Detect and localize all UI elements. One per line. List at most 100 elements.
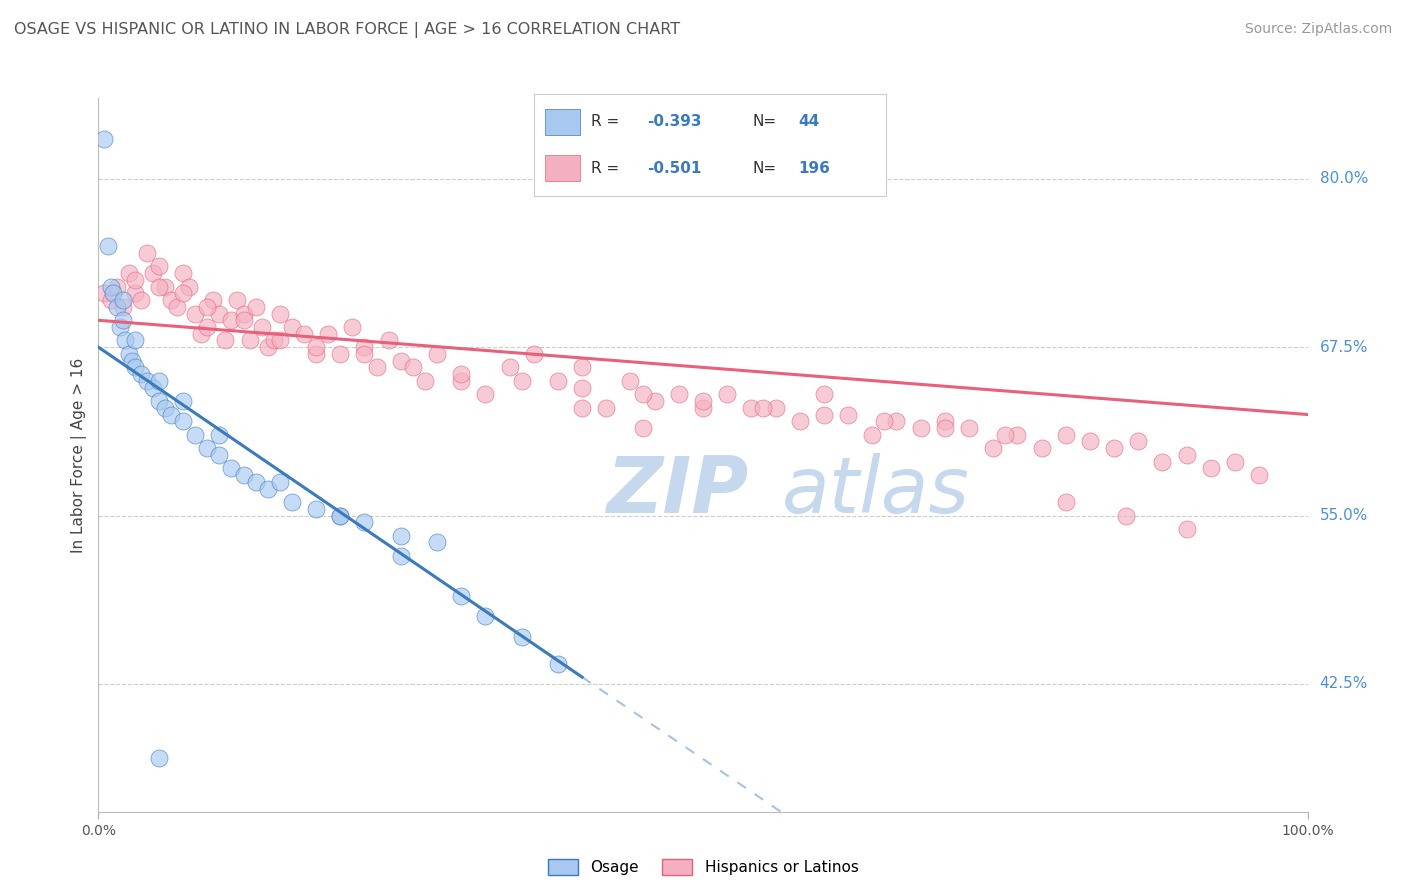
Point bbox=[329, 508, 352, 523]
Point bbox=[232, 307, 254, 321]
Point bbox=[208, 448, 231, 462]
Point bbox=[668, 387, 690, 401]
Point bbox=[547, 657, 569, 671]
Point bbox=[100, 279, 122, 293]
Point bbox=[172, 286, 194, 301]
Text: 55.0%: 55.0% bbox=[1320, 508, 1368, 523]
Point bbox=[934, 421, 956, 435]
Point bbox=[232, 468, 254, 483]
Point bbox=[108, 320, 131, 334]
Point bbox=[873, 414, 896, 428]
Point bbox=[450, 367, 472, 381]
Text: R =: R = bbox=[591, 161, 619, 176]
Point bbox=[195, 320, 218, 334]
Point bbox=[644, 394, 666, 409]
Point bbox=[129, 293, 152, 307]
Point bbox=[692, 401, 714, 415]
Point bbox=[957, 421, 980, 435]
Point bbox=[860, 427, 883, 442]
Point bbox=[1175, 448, 1198, 462]
Point bbox=[353, 347, 375, 361]
Point bbox=[160, 408, 183, 422]
Point bbox=[595, 401, 617, 415]
Point bbox=[148, 260, 170, 274]
Point bbox=[281, 495, 304, 509]
Text: OSAGE VS HISPANIC OR LATINO IN LABOR FORCE | AGE > 16 CORRELATION CHART: OSAGE VS HISPANIC OR LATINO IN LABOR FOR… bbox=[14, 22, 681, 38]
Point bbox=[837, 408, 859, 422]
Point bbox=[195, 300, 218, 314]
Point bbox=[305, 501, 328, 516]
Point bbox=[208, 427, 231, 442]
Point bbox=[148, 751, 170, 765]
Point bbox=[239, 334, 262, 348]
Point bbox=[474, 609, 496, 624]
Point bbox=[166, 300, 188, 314]
Point bbox=[281, 320, 304, 334]
Point bbox=[114, 334, 136, 348]
Point bbox=[184, 427, 207, 442]
Point bbox=[221, 461, 243, 475]
Point bbox=[305, 340, 328, 354]
Point bbox=[160, 293, 183, 307]
Point bbox=[269, 307, 291, 321]
Text: atlas: atlas bbox=[782, 452, 970, 529]
Point bbox=[105, 279, 128, 293]
Point bbox=[118, 347, 141, 361]
Text: ZIP: ZIP bbox=[606, 452, 748, 529]
Point bbox=[474, 387, 496, 401]
Y-axis label: In Labor Force | Age > 16: In Labor Force | Age > 16 bbox=[72, 358, 87, 552]
Point bbox=[329, 347, 352, 361]
Point bbox=[111, 293, 134, 307]
Point bbox=[105, 300, 128, 314]
Point bbox=[256, 340, 278, 354]
Point bbox=[389, 549, 412, 563]
Bar bbox=[544, 155, 579, 181]
Text: -0.393: -0.393 bbox=[647, 114, 702, 129]
Point bbox=[510, 630, 533, 644]
Point bbox=[256, 482, 278, 496]
Point bbox=[631, 421, 654, 435]
Point bbox=[1078, 434, 1101, 449]
Point bbox=[1249, 468, 1271, 483]
Point bbox=[353, 515, 375, 529]
Point bbox=[1007, 427, 1029, 442]
Point bbox=[269, 334, 291, 348]
Point bbox=[172, 266, 194, 280]
Point bbox=[389, 529, 412, 543]
Point bbox=[245, 300, 267, 314]
Point bbox=[93, 286, 115, 301]
Text: 42.5%: 42.5% bbox=[1320, 676, 1368, 691]
Point bbox=[329, 508, 352, 523]
Point bbox=[142, 381, 165, 395]
Point bbox=[172, 414, 194, 428]
Point bbox=[426, 535, 449, 549]
Point bbox=[148, 394, 170, 409]
Point bbox=[269, 475, 291, 489]
Point bbox=[1054, 427, 1077, 442]
Point bbox=[571, 401, 593, 415]
Point bbox=[226, 293, 249, 307]
Point bbox=[121, 353, 143, 368]
Point bbox=[292, 326, 315, 341]
Text: 196: 196 bbox=[799, 161, 830, 176]
Point bbox=[135, 246, 157, 260]
Point bbox=[402, 360, 425, 375]
Point bbox=[184, 307, 207, 321]
Point bbox=[195, 441, 218, 455]
Point bbox=[263, 334, 285, 348]
Point bbox=[202, 293, 225, 307]
Text: N=: N= bbox=[752, 161, 776, 176]
Point bbox=[1115, 508, 1137, 523]
Point bbox=[221, 313, 243, 327]
Point bbox=[97, 239, 120, 253]
Text: -0.501: -0.501 bbox=[647, 161, 702, 176]
Point bbox=[413, 374, 436, 388]
Point bbox=[124, 273, 146, 287]
Point bbox=[153, 401, 176, 415]
Point bbox=[1054, 495, 1077, 509]
Point bbox=[1102, 441, 1125, 455]
Point bbox=[232, 313, 254, 327]
Point bbox=[353, 340, 375, 354]
Point bbox=[813, 387, 835, 401]
Point bbox=[547, 374, 569, 388]
